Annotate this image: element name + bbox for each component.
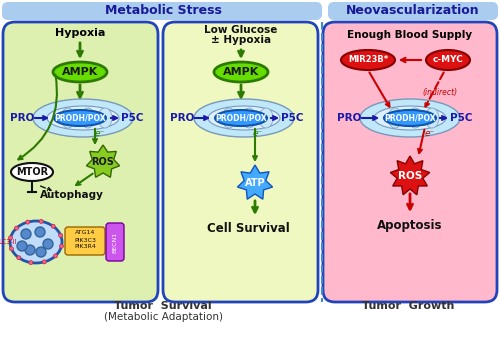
- Ellipse shape: [222, 108, 236, 128]
- FancyBboxPatch shape: [163, 22, 318, 302]
- Text: P5C: P5C: [281, 113, 303, 123]
- Ellipse shape: [51, 224, 55, 228]
- Ellipse shape: [36, 247, 46, 257]
- Ellipse shape: [35, 227, 45, 237]
- Text: (indirect): (indirect): [422, 88, 458, 97]
- Ellipse shape: [98, 108, 112, 128]
- Ellipse shape: [54, 254, 58, 258]
- Ellipse shape: [388, 108, 402, 128]
- FancyBboxPatch shape: [106, 223, 124, 261]
- Ellipse shape: [259, 108, 273, 128]
- Text: ROS: ROS: [398, 171, 422, 181]
- Ellipse shape: [33, 99, 133, 137]
- Ellipse shape: [408, 108, 422, 128]
- Text: PRODH/POX: PRODH/POX: [384, 113, 436, 122]
- Text: PRODH/POX: PRODH/POX: [215, 113, 267, 122]
- Text: P5C: P5C: [450, 113, 472, 123]
- FancyBboxPatch shape: [3, 22, 158, 302]
- Text: PRO: PRO: [10, 113, 34, 123]
- Ellipse shape: [17, 256, 21, 260]
- FancyBboxPatch shape: [323, 22, 497, 302]
- Ellipse shape: [426, 50, 470, 70]
- Text: Neovascularization: Neovascularization: [346, 5, 480, 17]
- Text: P5C: P5C: [121, 113, 144, 123]
- Ellipse shape: [53, 62, 107, 82]
- Text: e⁻: e⁻: [425, 129, 435, 139]
- Ellipse shape: [214, 62, 268, 82]
- Text: Metabolic Stress: Metabolic Stress: [104, 5, 222, 17]
- Ellipse shape: [215, 110, 267, 126]
- Ellipse shape: [81, 108, 95, 128]
- Ellipse shape: [14, 226, 18, 230]
- FancyBboxPatch shape: [2, 2, 322, 20]
- Ellipse shape: [26, 220, 30, 224]
- Ellipse shape: [47, 106, 119, 130]
- Ellipse shape: [42, 260, 46, 264]
- Text: ATG14: ATG14: [75, 230, 95, 236]
- Text: MTOR: MTOR: [16, 167, 48, 177]
- Polygon shape: [238, 165, 272, 199]
- Polygon shape: [86, 145, 120, 177]
- Ellipse shape: [384, 110, 436, 126]
- Ellipse shape: [17, 241, 27, 251]
- Ellipse shape: [10, 221, 62, 263]
- Text: (Metabolic Adaptation): (Metabolic Adaptation): [104, 312, 222, 322]
- Ellipse shape: [61, 108, 75, 128]
- Ellipse shape: [29, 261, 33, 265]
- Ellipse shape: [43, 239, 53, 249]
- Ellipse shape: [8, 236, 12, 240]
- Text: Cell Survival: Cell Survival: [206, 222, 290, 235]
- Ellipse shape: [194, 99, 294, 137]
- Ellipse shape: [11, 163, 53, 181]
- Ellipse shape: [39, 220, 43, 223]
- Ellipse shape: [58, 233, 62, 237]
- Ellipse shape: [25, 245, 35, 255]
- Text: BECN1: BECN1: [112, 231, 117, 253]
- Ellipse shape: [21, 229, 31, 239]
- Text: PRODH/POX: PRODH/POX: [54, 113, 106, 122]
- Ellipse shape: [10, 247, 14, 251]
- Text: PIK3C3: PIK3C3: [74, 238, 96, 243]
- Text: AMPK: AMPK: [223, 67, 259, 77]
- Text: Tumor  Growth: Tumor Growth: [362, 301, 454, 311]
- Text: Enough Blood Supply: Enough Blood Supply: [348, 30, 472, 40]
- Polygon shape: [390, 156, 430, 195]
- Ellipse shape: [54, 110, 106, 126]
- Text: MIR23B*: MIR23B*: [348, 55, 388, 65]
- Ellipse shape: [341, 50, 395, 70]
- Text: c-MYC: c-MYC: [432, 55, 464, 65]
- Text: PRO: PRO: [337, 113, 361, 123]
- Text: e⁻: e⁻: [95, 128, 105, 138]
- Text: ATP: ATP: [244, 178, 266, 188]
- Text: Hypoxia: Hypoxia: [55, 28, 105, 38]
- Ellipse shape: [208, 106, 280, 130]
- Ellipse shape: [242, 108, 256, 128]
- Ellipse shape: [425, 108, 439, 128]
- Text: Low Glucose: Low Glucose: [204, 25, 278, 35]
- Text: Apoptosis: Apoptosis: [378, 218, 443, 231]
- Text: PIK3R4: PIK3R4: [74, 245, 96, 250]
- Text: LC3-II: LC3-II: [0, 239, 17, 245]
- Text: Autophagy: Autophagy: [40, 190, 104, 200]
- Text: AMPK: AMPK: [62, 67, 98, 77]
- Ellipse shape: [374, 106, 446, 130]
- Text: Tumor  Survival: Tumor Survival: [114, 301, 212, 311]
- Text: ± Hypoxia: ± Hypoxia: [211, 35, 271, 45]
- Ellipse shape: [60, 244, 64, 248]
- FancyBboxPatch shape: [65, 227, 105, 255]
- FancyBboxPatch shape: [328, 2, 498, 20]
- Text: e⁻: e⁻: [253, 128, 263, 138]
- Ellipse shape: [360, 99, 460, 137]
- Text: PRO: PRO: [170, 113, 194, 123]
- Text: ROS: ROS: [92, 157, 114, 167]
